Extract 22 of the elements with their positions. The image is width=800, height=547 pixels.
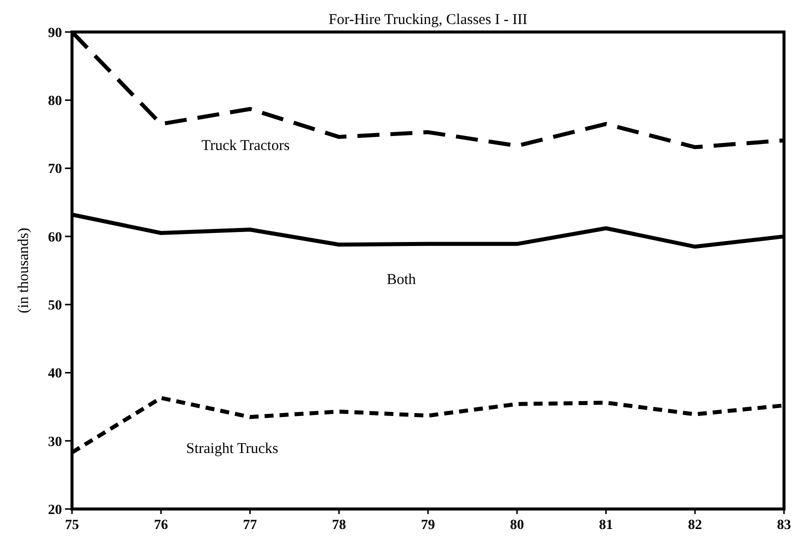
- y-tick-label: 20: [48, 502, 62, 518]
- x-tick-label: 79: [421, 518, 435, 533]
- y-axis-title: (in thousands): [16, 228, 32, 314]
- y-tick-label: 70: [48, 162, 62, 178]
- series-label: Straight Trucks: [186, 441, 278, 458]
- x-tick-label: 83: [777, 518, 791, 533]
- y-tick-label: 50: [48, 298, 62, 314]
- x-tick-label: 77: [243, 518, 257, 533]
- y-tick-label: 40: [48, 366, 62, 382]
- y-tick-label: 90: [48, 26, 62, 41]
- y-tick-label: 60: [48, 230, 62, 246]
- x-tick-label: 80: [510, 518, 524, 533]
- y-tick-label: 30: [48, 434, 62, 450]
- x-tick-label: 81: [599, 518, 613, 533]
- x-tick-label: 78: [332, 518, 346, 533]
- x-tick-label: 76: [154, 518, 168, 533]
- series-label: Both: [386, 272, 416, 288]
- chart-title: For-Hire Trucking, Classes I - III: [328, 12, 528, 28]
- series-label: Truck Tractors: [201, 138, 290, 154]
- y-tick-label: 80: [48, 94, 62, 110]
- x-tick-label: 82: [688, 518, 702, 533]
- x-tick-label: 75: [65, 518, 79, 533]
